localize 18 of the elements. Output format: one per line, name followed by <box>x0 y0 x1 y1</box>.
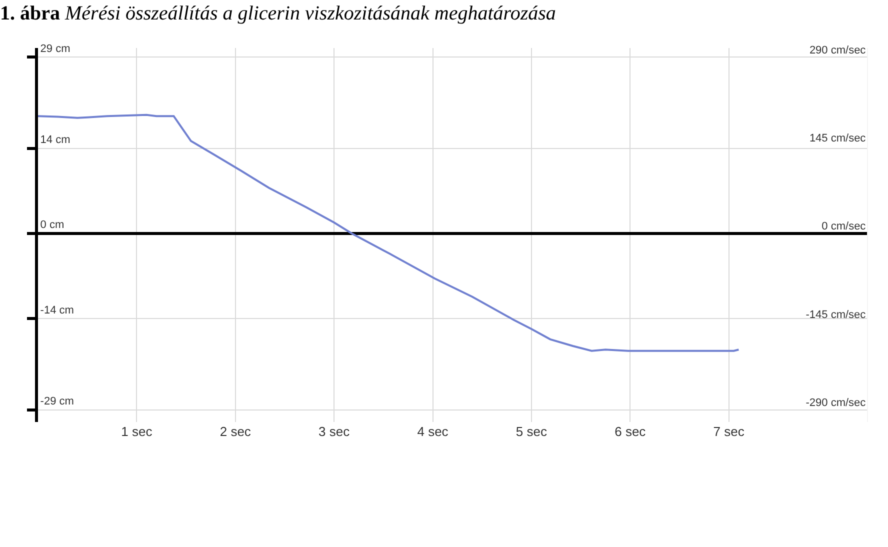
x-tick-label: 3 sec <box>318 424 350 439</box>
y2-tick-label: 145 cm/sec <box>809 132 866 144</box>
x-tick-label: 6 sec <box>614 424 646 439</box>
y2-tick-label: 0 cm/sec <box>822 220 866 233</box>
chart-title: 1. ábra Mérési összeállítás a glicerin viszkozitásának meghatározása <box>0 2 556 24</box>
y2-tick-label: -145 cm/sec <box>806 308 866 321</box>
y-tick-label: -14 cm <box>40 304 74 316</box>
x-tick-label: 7 sec <box>713 424 745 439</box>
x-tick-label: 5 sec <box>516 424 548 439</box>
y2-tick-label: 290 cm/sec <box>809 44 866 56</box>
y-tick-label: 0 cm <box>40 219 64 232</box>
x-tick-label: 4 sec <box>417 424 449 439</box>
x-tick-label: 1 sec <box>121 424 153 439</box>
x-tick-label: 2 sec <box>220 424 252 439</box>
y-tick-label: -29 cm <box>40 395 74 408</box>
y2-tick-label: -290 cm/sec <box>806 396 866 409</box>
y-tick-label: 29 cm <box>40 42 70 55</box>
y-tick-label: 14 cm <box>40 134 70 146</box>
